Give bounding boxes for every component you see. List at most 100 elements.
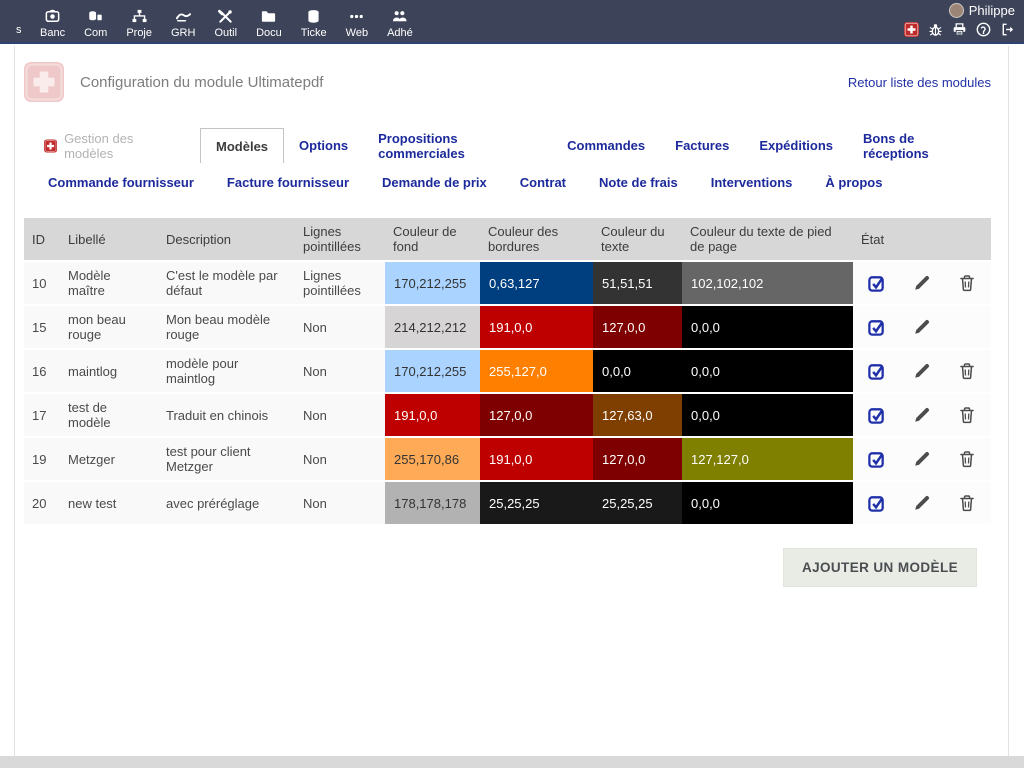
status-enabled-checkbox-icon[interactable] bbox=[867, 450, 886, 469]
state-cell bbox=[853, 393, 991, 438]
col-header-etat: État bbox=[853, 218, 991, 262]
menu-item-adherents[interactable]: Adhé bbox=[387, 4, 413, 39]
state-cell bbox=[853, 349, 991, 394]
tab-options[interactable]: Options bbox=[299, 138, 349, 153]
status-enabled-checkbox-icon[interactable] bbox=[867, 362, 886, 381]
pencil-icon[interactable] bbox=[913, 494, 931, 512]
members-icon bbox=[391, 8, 408, 25]
tab-commande-fournisseur[interactable]: Commande fournisseur bbox=[48, 175, 194, 190]
menu-item-projets[interactable]: Proje bbox=[126, 4, 152, 39]
dotted-lines-value: Non bbox=[295, 349, 385, 394]
menu-item-label: Web bbox=[345, 26, 369, 39]
menu-item-documents[interactable]: Docu bbox=[256, 4, 282, 39]
tab-note-de-frais[interactable]: Note de frais bbox=[599, 175, 678, 190]
clipped-menu-item[interactable]: s bbox=[16, 24, 21, 36]
col-header-description: Description bbox=[158, 218, 295, 262]
bg-color-swatch: 255,170,86 bbox=[385, 437, 480, 482]
tab-commandes[interactable]: Commandes bbox=[567, 138, 646, 153]
status-enabled-checkbox-icon[interactable] bbox=[867, 274, 886, 293]
tabs-row-1: Gestion des modèles Modèles Options Prop… bbox=[24, 128, 991, 163]
tab-group-title: Gestion des modèles bbox=[24, 128, 178, 163]
bg-color-swatch: 170,212,255 bbox=[385, 261, 480, 306]
pencil-icon[interactable] bbox=[913, 450, 931, 468]
dotted-lines-value: Lignes pointillées bbox=[295, 261, 385, 306]
model-description: Mon beau modèle rouge bbox=[158, 305, 295, 350]
tab-facture-fournisseur[interactable]: Facture fournisseur bbox=[226, 175, 350, 190]
tabs-row-2: Commande fournisseur Facture fournisseur… bbox=[24, 175, 991, 190]
bg-color-swatch: 214,212,212 bbox=[385, 305, 480, 350]
footer-color-swatch: 0,0,0 bbox=[682, 349, 853, 394]
menu-item-grh[interactable]: GRH bbox=[171, 4, 195, 39]
status-enabled-checkbox-icon[interactable] bbox=[867, 318, 886, 337]
trash-icon[interactable] bbox=[958, 362, 976, 380]
printer-icon[interactable] bbox=[952, 22, 967, 37]
col-header-libelle: Libellé bbox=[60, 218, 158, 262]
left-panel-divider bbox=[14, 46, 15, 756]
swiss-plus-icon[interactable] bbox=[904, 22, 919, 37]
tab-expeditions[interactable]: Expéditions bbox=[759, 138, 834, 153]
add-model-button[interactable]: AJOUTER UN MODÈLE bbox=[782, 548, 977, 587]
tab-demande-de-prix[interactable]: Demande de prix bbox=[382, 175, 487, 190]
top-menu-bar: s Banc Com Proje GRH Outil Docu Ticke We… bbox=[0, 0, 1024, 44]
status-enabled-checkbox-icon[interactable] bbox=[867, 406, 886, 425]
tools-icon bbox=[217, 8, 234, 25]
model-description: test pour client Metzger bbox=[158, 437, 295, 482]
menu-item-commerce[interactable]: Com bbox=[84, 4, 107, 39]
menu-item-label: Banc bbox=[40, 26, 66, 39]
model-description: modèle pour maintlog bbox=[158, 349, 295, 394]
tab-group-label: Gestion des modèles bbox=[64, 130, 134, 161]
menu-item-banque[interactable]: Banc bbox=[40, 4, 65, 39]
text-color-swatch: 127,63,0 bbox=[593, 393, 682, 438]
ultimatepdf-module-icon bbox=[24, 62, 64, 102]
text-color-swatch: 25,25,25 bbox=[593, 481, 682, 526]
tickets-icon bbox=[305, 8, 322, 25]
table-row: 17 test de modèle Traduit en chinois Non… bbox=[24, 393, 991, 438]
tab-factures[interactable]: Factures bbox=[675, 138, 730, 153]
state-cell bbox=[853, 481, 991, 526]
models-table: ID Libellé Description Lignes pointillée… bbox=[24, 218, 991, 526]
user-menu[interactable]: Philippe bbox=[948, 3, 1015, 18]
text-color-swatch: 127,0,0 bbox=[593, 305, 682, 350]
user-avatar bbox=[948, 3, 964, 18]
model-description: avec préréglage bbox=[158, 481, 295, 526]
help-icon[interactable] bbox=[976, 22, 991, 37]
trash-icon[interactable] bbox=[958, 450, 976, 468]
trash-icon[interactable] bbox=[958, 274, 976, 292]
model-id: 10 bbox=[24, 261, 60, 306]
table-row: 10 Modèle maître C'est le modèle par déf… bbox=[24, 261, 991, 306]
model-id: 16 bbox=[24, 349, 60, 394]
trash-icon[interactable] bbox=[958, 494, 976, 512]
tab-modeles[interactable]: Modèles bbox=[200, 128, 285, 163]
tab-a-propos[interactable]: À propos bbox=[825, 175, 883, 190]
model-description: Traduit en chinois bbox=[158, 393, 295, 438]
tab-interventions[interactable]: Interventions bbox=[710, 175, 793, 190]
table-header-row: ID Libellé Description Lignes pointillée… bbox=[24, 218, 991, 262]
tab-bons-de-receptions[interactable]: Bons de réceptions bbox=[863, 130, 929, 161]
border-color-swatch: 25,25,25 bbox=[480, 481, 593, 526]
pencil-icon[interactable] bbox=[913, 406, 931, 424]
model-label: mon beau rouge bbox=[60, 305, 158, 350]
page-title: Configuration du module Ultimatepdf bbox=[80, 73, 324, 91]
logout-icon[interactable] bbox=[1000, 22, 1015, 37]
bottom-scrollbar-strip[interactable] bbox=[0, 756, 1024, 768]
text-color-swatch: 127,0,0 bbox=[593, 437, 682, 482]
pencil-icon[interactable] bbox=[913, 318, 931, 336]
menu-item-outils[interactable]: Outil bbox=[214, 4, 237, 39]
status-enabled-checkbox-icon[interactable] bbox=[867, 494, 886, 513]
model-label: Metzger bbox=[60, 437, 158, 482]
trash-icon[interactable] bbox=[958, 406, 976, 424]
col-header-couleur-texte: Couleur du texte bbox=[593, 218, 682, 262]
menu-item-label: Adhé bbox=[387, 26, 413, 39]
pencil-icon[interactable] bbox=[913, 362, 931, 380]
menu-item-web[interactable]: Web bbox=[346, 4, 368, 39]
tab-contrat[interactable]: Contrat bbox=[519, 175, 566, 190]
tab-propositions-commerciales[interactable]: Propositions commerciales bbox=[378, 130, 465, 161]
main-content: Configuration du module Ultimatepdf Reto… bbox=[24, 62, 991, 587]
pencil-icon[interactable] bbox=[913, 274, 931, 292]
footer-color-swatch: 127,127,0 bbox=[682, 437, 853, 482]
table-row: 16 maintlog modèle pour maintlog Non 170… bbox=[24, 349, 991, 394]
back-to-modules-link[interactable]: Retour liste des modules bbox=[847, 74, 991, 90]
menu-item-tickets[interactable]: Ticke bbox=[301, 4, 327, 39]
border-color-swatch: 0,63,127 bbox=[480, 261, 593, 306]
bug-icon[interactable] bbox=[928, 22, 943, 37]
